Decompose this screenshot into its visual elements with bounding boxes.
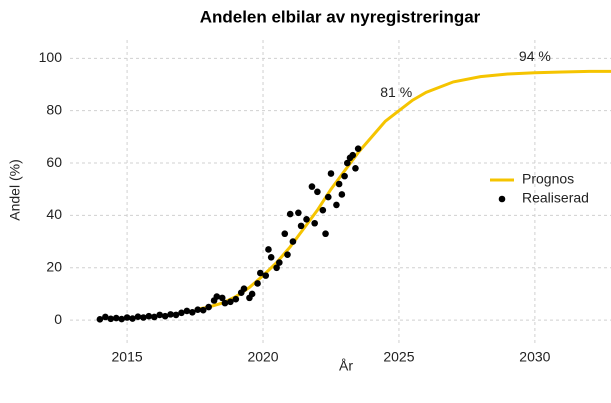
data-point bbox=[354, 145, 362, 152]
data-point bbox=[134, 313, 142, 321]
data-point bbox=[281, 230, 289, 238]
annotation: 81 % bbox=[380, 84, 412, 100]
data-point bbox=[286, 210, 294, 218]
data-point bbox=[289, 238, 297, 245]
data-point bbox=[295, 209, 302, 217]
data-point bbox=[333, 201, 340, 209]
data-point bbox=[183, 307, 191, 315]
data-point bbox=[297, 222, 305, 230]
data-point bbox=[262, 272, 270, 279]
data-point bbox=[335, 180, 343, 188]
data-point bbox=[199, 306, 207, 314]
data-point bbox=[205, 303, 212, 311]
data-point bbox=[123, 314, 131, 321]
x-tick-label: 2015 bbox=[112, 349, 143, 365]
data-point bbox=[240, 285, 248, 293]
data-point bbox=[338, 191, 346, 198]
data-point bbox=[327, 170, 335, 177]
data-point bbox=[311, 219, 318, 227]
prognosis-line bbox=[194, 69, 611, 312]
data-point bbox=[156, 311, 164, 319]
data-point bbox=[218, 294, 226, 302]
annotation: 94 % bbox=[519, 48, 551, 64]
y-tick-label: 40 bbox=[46, 206, 62, 222]
data-point bbox=[102, 313, 109, 321]
data-point bbox=[267, 253, 275, 261]
data-point bbox=[303, 216, 310, 223]
data-point bbox=[118, 315, 125, 323]
data-point bbox=[254, 280, 261, 287]
data-point bbox=[308, 183, 316, 190]
data-point bbox=[150, 313, 158, 321]
data-point bbox=[178, 309, 185, 317]
data-point bbox=[319, 206, 327, 214]
data-point bbox=[273, 264, 280, 272]
legend-dot bbox=[498, 195, 506, 203]
x-axis-label: År bbox=[339, 358, 353, 374]
x-tick-label: 2030 bbox=[519, 349, 550, 365]
legend-label: Prognos bbox=[522, 171, 574, 187]
data-point bbox=[189, 308, 196, 316]
data-point bbox=[257, 269, 264, 277]
y-tick-label: 100 bbox=[39, 49, 63, 65]
data-point bbox=[341, 172, 348, 180]
y-tick-label: 20 bbox=[46, 258, 62, 274]
data-point bbox=[112, 314, 120, 322]
data-point bbox=[314, 188, 321, 196]
data-point bbox=[232, 295, 240, 303]
data-point bbox=[221, 299, 229, 307]
data-point bbox=[194, 306, 202, 313]
chart-title: Andelen elbilar av nyregistreringar bbox=[200, 7, 481, 26]
x-tick-label: 2020 bbox=[247, 349, 278, 365]
data-point bbox=[324, 193, 332, 201]
y-tick-label: 60 bbox=[46, 154, 62, 170]
data-point bbox=[129, 315, 136, 322]
y-tick-label: 0 bbox=[54, 311, 62, 327]
data-point bbox=[349, 151, 357, 159]
data-point bbox=[107, 315, 115, 323]
data-point bbox=[140, 314, 147, 321]
y-tick-label: 80 bbox=[46, 101, 62, 117]
data-point bbox=[352, 164, 359, 172]
data-point bbox=[96, 316, 104, 323]
data-point bbox=[343, 159, 351, 167]
data-point bbox=[167, 311, 174, 318]
data-point bbox=[172, 311, 180, 319]
data-point bbox=[227, 298, 234, 306]
y-axis-label: Andel (%) bbox=[7, 159, 23, 220]
data-point bbox=[161, 312, 169, 320]
legend-label: Realiserad bbox=[522, 190, 589, 206]
x-tick-label: 2025 bbox=[383, 349, 414, 365]
data-point bbox=[248, 290, 256, 298]
data-point bbox=[276, 259, 283, 266]
data-point bbox=[265, 246, 272, 253]
data-point bbox=[213, 293, 221, 300]
data-point bbox=[322, 230, 329, 238]
data-point bbox=[145, 312, 153, 320]
data-point bbox=[284, 251, 291, 258]
